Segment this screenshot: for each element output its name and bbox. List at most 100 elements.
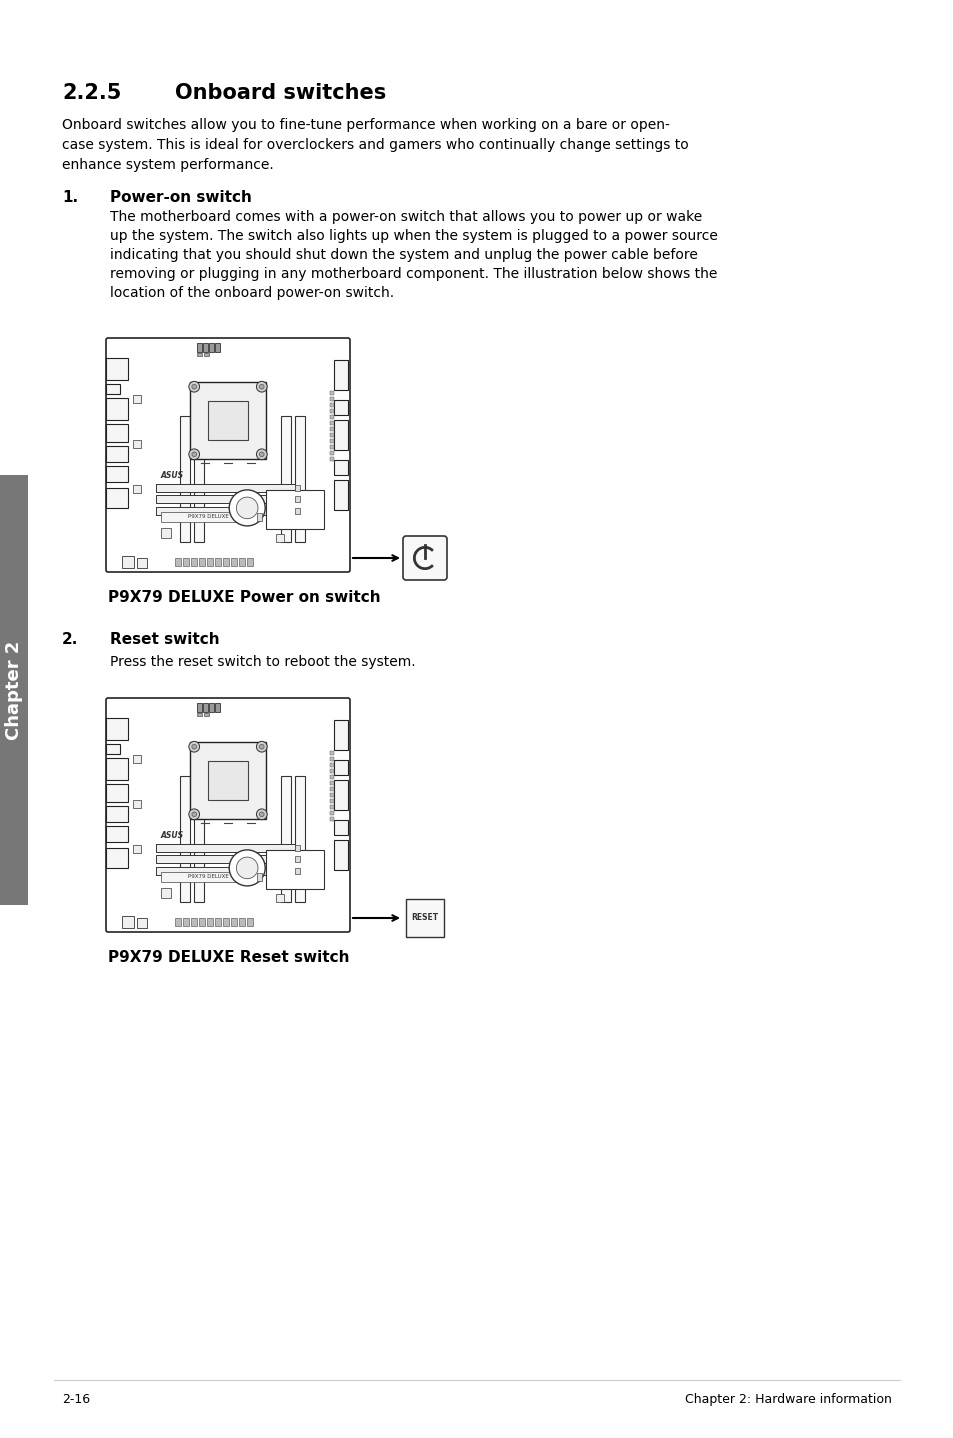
Text: Power-on switch: Power-on switch: [110, 190, 252, 206]
Circle shape: [192, 384, 196, 390]
Bar: [330, 397, 334, 401]
Bar: [330, 444, 334, 449]
Bar: [330, 811, 334, 815]
Text: Onboard switches allow you to fine-tune performance when working on a bare or op: Onboard switches allow you to fine-tune …: [62, 118, 669, 132]
Bar: [223, 917, 229, 926]
Bar: [106, 398, 128, 420]
Circle shape: [259, 452, 264, 457]
Bar: [106, 446, 128, 462]
Bar: [330, 792, 334, 797]
Circle shape: [189, 449, 199, 460]
Bar: [106, 848, 128, 869]
Bar: [334, 820, 348, 835]
Text: 1.: 1.: [62, 190, 78, 206]
Bar: [156, 495, 294, 503]
Circle shape: [256, 449, 267, 460]
Circle shape: [236, 498, 257, 519]
Bar: [204, 352, 209, 357]
Circle shape: [189, 381, 199, 393]
Bar: [294, 416, 304, 542]
Text: 2-16: 2-16: [62, 1393, 90, 1406]
Bar: [161, 871, 256, 881]
Bar: [156, 844, 294, 851]
Circle shape: [192, 745, 196, 749]
Bar: [156, 856, 294, 863]
Bar: [330, 775, 334, 779]
Bar: [132, 485, 141, 493]
Bar: [330, 800, 334, 802]
Circle shape: [259, 745, 264, 749]
Bar: [334, 720, 348, 751]
Text: Press the reset switch to reboot the system.: Press the reset switch to reboot the sys…: [110, 654, 416, 669]
Circle shape: [189, 810, 199, 820]
Bar: [294, 844, 300, 851]
Bar: [161, 512, 256, 522]
Text: RESET: RESET: [411, 913, 438, 923]
Bar: [330, 452, 334, 454]
Text: 2.2.5: 2.2.5: [62, 83, 121, 104]
Bar: [122, 557, 134, 568]
Bar: [280, 416, 291, 542]
Bar: [196, 344, 202, 352]
Bar: [191, 558, 197, 567]
Bar: [239, 558, 245, 567]
Bar: [215, 558, 221, 567]
Bar: [334, 761, 348, 775]
Circle shape: [259, 812, 264, 817]
Text: case system. This is ideal for overclockers and gamers who continually change se: case system. This is ideal for overclock…: [62, 138, 688, 152]
Bar: [223, 558, 229, 567]
FancyBboxPatch shape: [106, 697, 350, 932]
Bar: [0, 475, 28, 905]
Text: P9X79 DELUXE: P9X79 DELUXE: [189, 874, 229, 879]
Bar: [106, 358, 128, 380]
Bar: [156, 867, 294, 874]
Bar: [266, 850, 324, 889]
Text: Chapter 2: Chapter 2: [5, 640, 23, 739]
Bar: [294, 856, 300, 863]
Bar: [231, 917, 237, 926]
Text: Reset switch: Reset switch: [110, 631, 219, 647]
Bar: [215, 917, 221, 926]
Bar: [191, 917, 197, 926]
Bar: [193, 777, 204, 903]
Text: P9X79 DELUXE Reset switch: P9X79 DELUXE Reset switch: [108, 951, 349, 965]
Bar: [199, 917, 205, 926]
Circle shape: [236, 857, 257, 879]
Bar: [106, 807, 128, 823]
Bar: [190, 742, 266, 818]
Text: 2.: 2.: [62, 631, 78, 647]
Bar: [330, 427, 334, 431]
Bar: [275, 535, 284, 542]
Text: indicating that you should shut down the system and unplug the power cable befor: indicating that you should shut down the…: [110, 247, 698, 262]
Bar: [294, 485, 300, 490]
Bar: [196, 703, 202, 712]
Bar: [330, 751, 334, 755]
Bar: [334, 420, 348, 450]
Text: The motherboard comes with a power-on switch that allows you to power up or wake: The motherboard comes with a power-on sw…: [110, 210, 701, 224]
Bar: [334, 840, 348, 870]
Text: Chapter 2: Hardware information: Chapter 2: Hardware information: [684, 1393, 891, 1406]
Circle shape: [256, 742, 267, 752]
Bar: [330, 787, 334, 791]
Text: removing or plugging in any motherboard component. The illustration below shows : removing or plugging in any motherboard …: [110, 267, 717, 280]
Bar: [193, 416, 204, 542]
Bar: [330, 817, 334, 821]
Bar: [330, 421, 334, 426]
Bar: [266, 489, 324, 529]
Text: Onboard switches: Onboard switches: [174, 83, 386, 104]
Bar: [280, 777, 291, 903]
Bar: [208, 761, 248, 801]
Bar: [330, 769, 334, 774]
Bar: [106, 758, 128, 779]
Bar: [132, 440, 141, 449]
Bar: [330, 391, 334, 395]
Bar: [294, 867, 300, 874]
FancyBboxPatch shape: [106, 338, 350, 572]
Bar: [132, 755, 141, 764]
Bar: [247, 917, 253, 926]
Bar: [183, 917, 189, 926]
Bar: [330, 781, 334, 785]
Bar: [330, 764, 334, 766]
Bar: [190, 383, 266, 459]
Bar: [330, 439, 334, 443]
